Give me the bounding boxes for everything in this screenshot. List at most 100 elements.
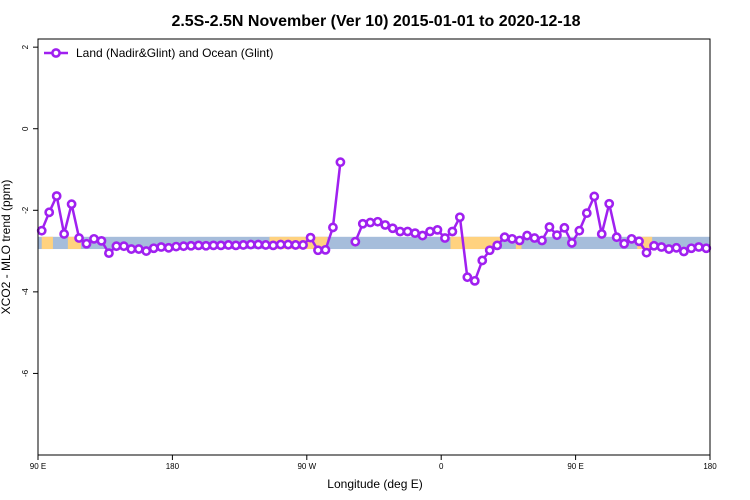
data-point [133, 244, 144, 254]
data-point [611, 232, 622, 243]
data-point [313, 245, 323, 256]
data-point [574, 225, 585, 236]
data-point [469, 275, 480, 286]
data-point [440, 233, 450, 243]
data-point [701, 243, 712, 254]
data-point [141, 246, 152, 256]
data-point [156, 242, 167, 252]
data-point [350, 236, 361, 247]
x-tick-label: 90 E [567, 462, 583, 471]
data-point [118, 241, 129, 252]
data-point [410, 228, 420, 239]
data-point [402, 226, 413, 237]
data-point [454, 212, 465, 223]
data-point [514, 235, 525, 246]
legend: Land (Nadir&Glint) and Ocean (Glint) [44, 46, 273, 60]
data-point [216, 240, 226, 251]
data-point [462, 272, 473, 283]
data-point [365, 217, 376, 228]
data-point [148, 243, 159, 254]
data-point [260, 240, 271, 250]
data-point [552, 230, 562, 241]
data-point [44, 207, 55, 218]
data-point [649, 240, 659, 251]
data-point [499, 232, 510, 243]
data-point [417, 230, 428, 241]
data-point [208, 240, 219, 251]
data-point [193, 240, 204, 251]
data-point [298, 240, 308, 250]
data-point [96, 235, 107, 246]
data-point [104, 248, 114, 259]
data-point [619, 238, 630, 249]
data-point [686, 243, 697, 254]
legend-label: Land (Nadir&Glint) and Ocean (Glint) [76, 46, 273, 60]
y-axis-label: XCO2 - MLO trend (ppm) [0, 180, 13, 315]
data-point [380, 220, 391, 230]
chart-title: 2.5S-2.5N November (Ver 10) 2015-01-01 t… [171, 13, 580, 30]
data-point [253, 239, 264, 250]
x-tick-label: 180 [703, 462, 717, 471]
data-point [566, 238, 577, 248]
data-point [290, 240, 301, 250]
data-point [664, 244, 674, 254]
data-point [678, 246, 689, 257]
data-point [671, 242, 682, 253]
data-point [477, 255, 488, 266]
data-point [268, 240, 279, 251]
data-point [604, 198, 615, 209]
data-point [581, 208, 592, 219]
data-point [171, 241, 182, 252]
data-point [387, 223, 398, 234]
data-point [447, 226, 458, 237]
x-tick-label: 180 [166, 462, 180, 471]
land-band-segment [41, 236, 53, 250]
data-point [245, 239, 256, 250]
y-tick-label: 0 [21, 126, 30, 131]
data-point [335, 157, 346, 168]
series-layer [36, 157, 712, 286]
data-point [372, 216, 383, 227]
data-point [395, 226, 406, 237]
data-point [126, 244, 137, 254]
data-point [305, 232, 316, 243]
x-tick-label: 0 [439, 462, 444, 471]
data-point [59, 229, 70, 239]
data-point [693, 242, 704, 252]
data-point [537, 235, 547, 246]
data-point [425, 226, 435, 237]
data-point [641, 247, 652, 258]
data-point [238, 240, 249, 250]
y-tick-label: 2 [21, 44, 30, 49]
data-point [163, 242, 174, 253]
data-point [283, 239, 294, 250]
data-point [201, 240, 211, 251]
plot-frame [37, 38, 711, 456]
data-point [186, 240, 196, 251]
data-point [230, 240, 241, 251]
data-point [522, 230, 532, 241]
y-tick-label: -6 [21, 369, 30, 377]
x-axis: 90 E 180 90 W 0 90 E 180 [30, 455, 717, 471]
data-point [432, 224, 443, 235]
data-point [634, 236, 644, 247]
data-point [589, 191, 600, 202]
data-point [178, 241, 189, 252]
data-point [492, 240, 503, 251]
data-point [320, 244, 331, 255]
data-point [559, 222, 570, 233]
data-point [36, 225, 47, 236]
data-point [66, 199, 77, 210]
x-tick-label: 90 E [30, 462, 46, 471]
legend-marker [51, 48, 61, 58]
data-point [529, 233, 540, 243]
data-point [74, 233, 84, 243]
data-point [484, 245, 495, 256]
data-point [544, 222, 555, 232]
y-axis: 2 0 -2 -4 -6 [21, 44, 38, 377]
data-point [275, 239, 286, 250]
y-tick-label: -2 [21, 206, 30, 214]
x-axis-label: Longitude (deg E) [327, 477, 422, 491]
data-point [223, 240, 234, 250]
